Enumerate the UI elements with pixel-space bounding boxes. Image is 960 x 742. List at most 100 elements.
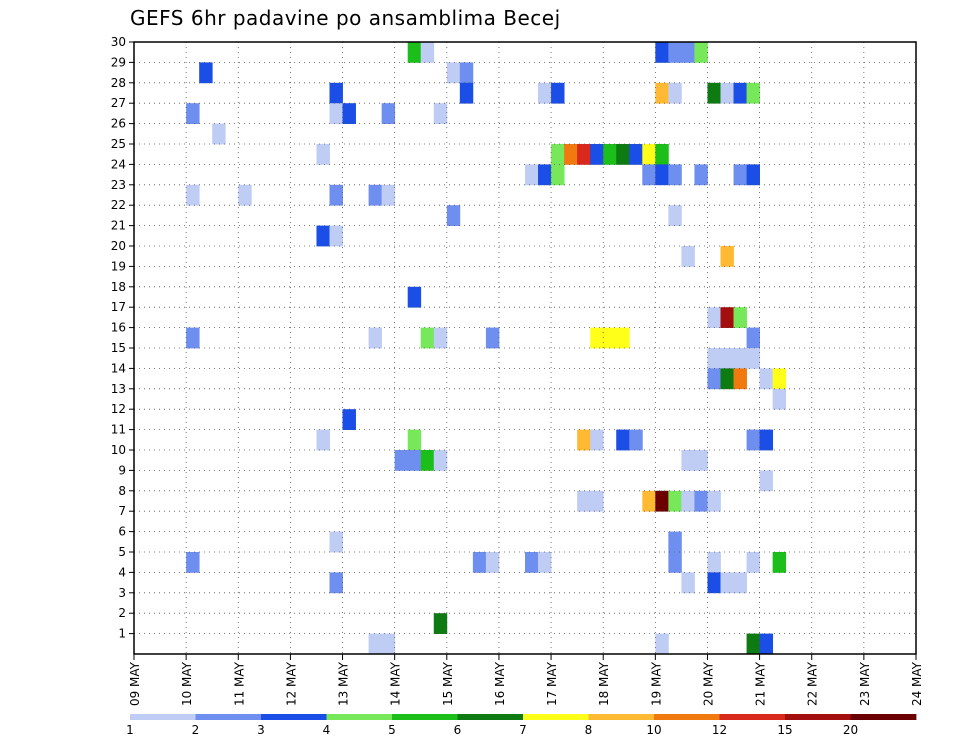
heat-cell — [707, 307, 721, 328]
heat-cell — [446, 62, 461, 84]
colorbar-label: 7 — [519, 723, 527, 737]
heat-cell — [681, 42, 695, 63]
heat-cell — [655, 144, 669, 165]
colorbar-label: 12 — [712, 723, 727, 737]
heat-cell — [733, 82, 747, 104]
heat-cell — [759, 470, 774, 492]
colorbar-label: 10 — [646, 723, 661, 737]
colorbar-swatch — [719, 714, 786, 720]
heat-cell — [707, 348, 721, 369]
heat-cell — [720, 307, 734, 328]
heat-cell — [368, 327, 383, 349]
y-tick-label: 1 — [118, 627, 126, 641]
heat-cell — [342, 409, 356, 430]
colorbar: 1 2 3 4 5 6 7 8 10 12 15 20 — [126, 714, 917, 737]
heat-cell — [433, 327, 448, 349]
heat-cell — [329, 225, 343, 247]
heat-cell — [720, 572, 734, 594]
heat-cell — [329, 184, 343, 206]
heat-cell — [316, 225, 330, 247]
heat-cell — [368, 184, 383, 206]
heat-cell — [668, 205, 682, 226]
y-tick-label: 20 — [111, 239, 126, 253]
colorbar-label: 3 — [257, 723, 265, 737]
x-tick-label: 23 MAY — [858, 661, 872, 706]
heat-cell — [446, 205, 461, 226]
x-tick-label: 17 MAY — [545, 661, 559, 706]
heat-cell — [655, 82, 669, 104]
y-tick-label: 11 — [111, 423, 126, 437]
heat-cell — [381, 184, 396, 206]
y-tick-label: 19 — [111, 259, 126, 273]
y-tick-label: 18 — [111, 280, 126, 294]
heat-cell — [681, 572, 695, 594]
y-tick-label: 14 — [111, 361, 126, 375]
heat-cell — [629, 144, 643, 165]
y-tick-label: 22 — [111, 198, 126, 212]
x-tick-label: 21 MAY — [754, 661, 768, 706]
heat-cell — [681, 246, 695, 267]
heat-cell — [485, 327, 500, 349]
x-tick-label: 16 MAY — [493, 661, 507, 706]
heat-cell — [772, 368, 787, 390]
colorbar-swatch — [850, 714, 917, 720]
heat-cell — [733, 348, 747, 369]
x-axis: 09 MAY 10 MAY 11 MAY 12 MAY 13 MAY 14 MAY 15 M… — [128, 654, 924, 706]
y-tick-label: 10 — [111, 443, 126, 457]
heat-cell — [329, 572, 343, 594]
colorbar-swatch — [785, 714, 851, 720]
y-tick-label: 12 — [111, 402, 126, 416]
heat-cell — [329, 82, 343, 104]
heat-cell — [186, 103, 200, 124]
y-axis: 1234567891011121314151617181920212223242… — [111, 35, 134, 641]
heat-cell — [564, 144, 578, 165]
colorbar-label: 4 — [323, 723, 331, 737]
grid-layer — [134, 42, 916, 654]
heat-cell — [746, 348, 760, 369]
heat-cell — [655, 42, 669, 63]
x-tick-label: 15 MAY — [441, 661, 455, 706]
colorbar-label: 8 — [585, 723, 593, 737]
heat-cell — [629, 429, 643, 451]
heat-cell — [616, 327, 630, 349]
heat-cell — [694, 490, 708, 512]
y-tick-label: 15 — [111, 341, 126, 355]
heat-cell — [655, 490, 669, 512]
heat-cell — [746, 429, 760, 451]
y-tick-label: 28 — [111, 76, 126, 90]
heat-cell — [668, 82, 682, 104]
heat-cell — [655, 164, 669, 186]
heat-cell — [433, 103, 448, 124]
heat-cell — [733, 368, 747, 390]
heat-cell — [590, 144, 604, 165]
y-tick-label: 8 — [118, 484, 126, 498]
heat-cell — [694, 450, 708, 471]
heat-cell — [590, 429, 604, 451]
heat-cell — [407, 286, 422, 308]
heat-cell — [681, 490, 695, 512]
heat-cell — [603, 327, 617, 349]
heat-cell — [186, 184, 200, 206]
heat-cell — [707, 490, 721, 512]
heat-cell — [316, 144, 330, 165]
heat-cell — [759, 429, 774, 451]
heat-cell — [329, 103, 343, 124]
heat-cell — [746, 164, 760, 186]
colorbar-swatch — [588, 714, 655, 720]
heat-cell — [668, 42, 682, 63]
heat-cell — [420, 42, 435, 63]
heat-cell — [694, 164, 708, 186]
heat-cell — [759, 633, 774, 655]
heat-cell — [381, 633, 396, 655]
colorbar-swatch — [523, 714, 589, 720]
y-tick-label: 4 — [118, 565, 126, 579]
heat-cell — [642, 164, 656, 186]
heat-cell — [368, 633, 383, 655]
heat-cell — [551, 164, 565, 186]
heat-cell — [668, 164, 682, 186]
heat-cell — [342, 103, 356, 124]
cells-layer — [186, 42, 787, 655]
heat-cell — [590, 490, 604, 512]
y-tick-label: 27 — [111, 96, 126, 110]
